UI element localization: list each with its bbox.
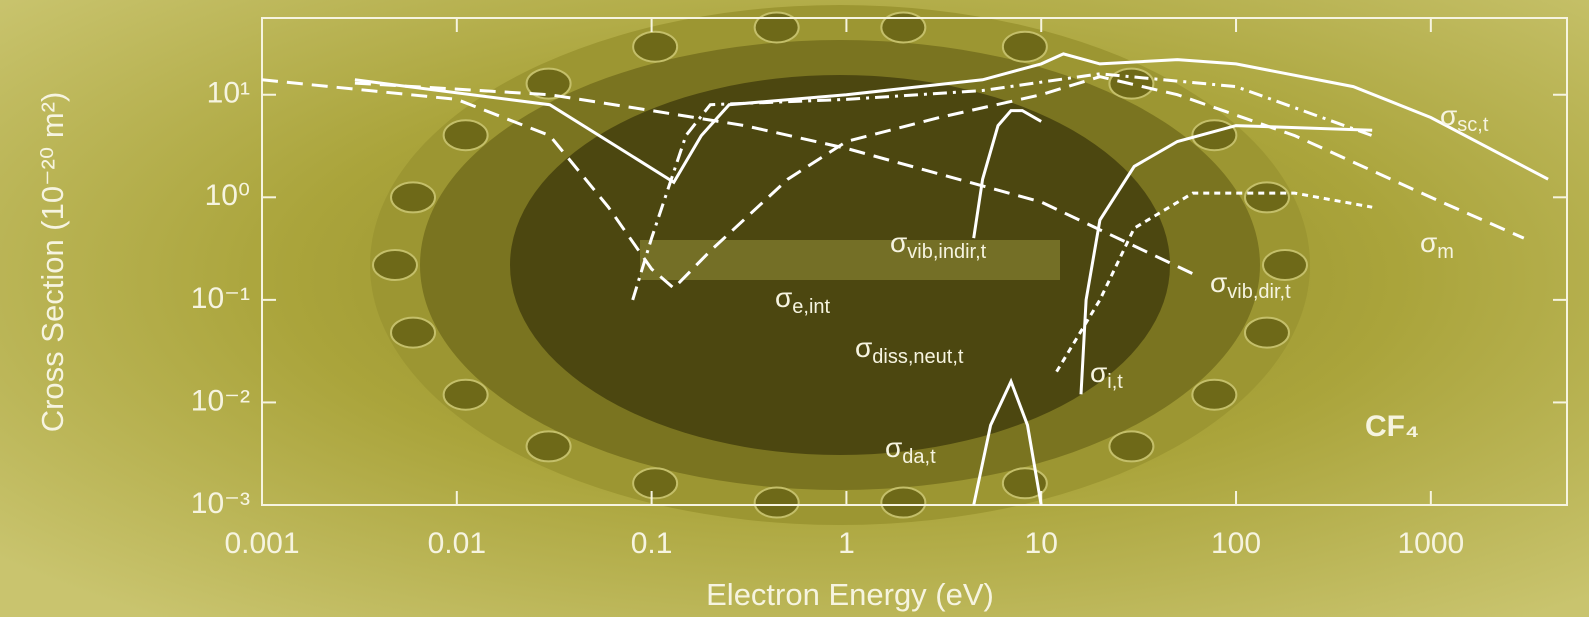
bolt (880, 486, 927, 519)
bolt (525, 430, 572, 463)
x-tick-label: 0.001 (224, 527, 299, 560)
chamber-rod (640, 240, 1060, 280)
series-line (1079, 124, 1373, 395)
y-tick-label: 10¹ (207, 77, 250, 110)
x-tick-label: 100 (1211, 527, 1261, 560)
annotation: CF₄ (1365, 410, 1419, 443)
bolt (525, 67, 572, 100)
series-line (972, 377, 1043, 506)
bolt (753, 11, 800, 44)
y-axis-title: Cross Section (10⁻²⁰ m²) (35, 92, 70, 433)
bolt (1243, 316, 1290, 349)
bolt (880, 11, 927, 44)
bolt (372, 249, 418, 281)
bolt (1243, 181, 1290, 214)
series-label: σm (1420, 227, 1454, 263)
y-tick-label: 10⁻² (191, 384, 250, 417)
bolt (1262, 249, 1308, 281)
bolt (753, 486, 800, 519)
y-tick-label: 10⁰ (205, 179, 250, 212)
plot-frame (261, 17, 1568, 506)
bolt (390, 181, 437, 214)
x-tick-label: 10 (1025, 527, 1058, 560)
bolt (390, 316, 437, 349)
x-axis-title: Electron Energy (eV) (706, 577, 994, 612)
x-tick-label: 1 (838, 527, 855, 560)
y-tick-label: 10⁻¹ (191, 282, 250, 315)
series-line (1055, 191, 1373, 373)
series-label: σdiss,neut,t (855, 332, 964, 368)
series-label: σvib,indir,t (890, 227, 987, 263)
series-label: σe,int (775, 282, 831, 318)
bolt (632, 467, 679, 500)
y-tick-label: 10⁻³ (191, 487, 250, 520)
series-line (972, 109, 1042, 239)
series-line (631, 72, 1373, 301)
bolt (1001, 30, 1048, 63)
bolt (632, 30, 679, 63)
bolt (1108, 430, 1155, 463)
series-label: σda,t (885, 432, 936, 468)
bolts (372, 11, 1308, 519)
bolt (442, 378, 489, 411)
series-label: σi,t (1090, 357, 1123, 393)
x-tick-label: 0.1 (631, 527, 673, 560)
series-label: σsc,t (1440, 100, 1489, 136)
bolt (442, 119, 489, 152)
series-line (261, 75, 1525, 291)
bolt (1191, 378, 1238, 411)
x-tick-label: 0.01 (428, 527, 486, 560)
series-label: σvib,dir,t (1210, 267, 1291, 303)
x-tick-label: 1000 (1397, 527, 1464, 560)
series-line (354, 52, 1549, 185)
